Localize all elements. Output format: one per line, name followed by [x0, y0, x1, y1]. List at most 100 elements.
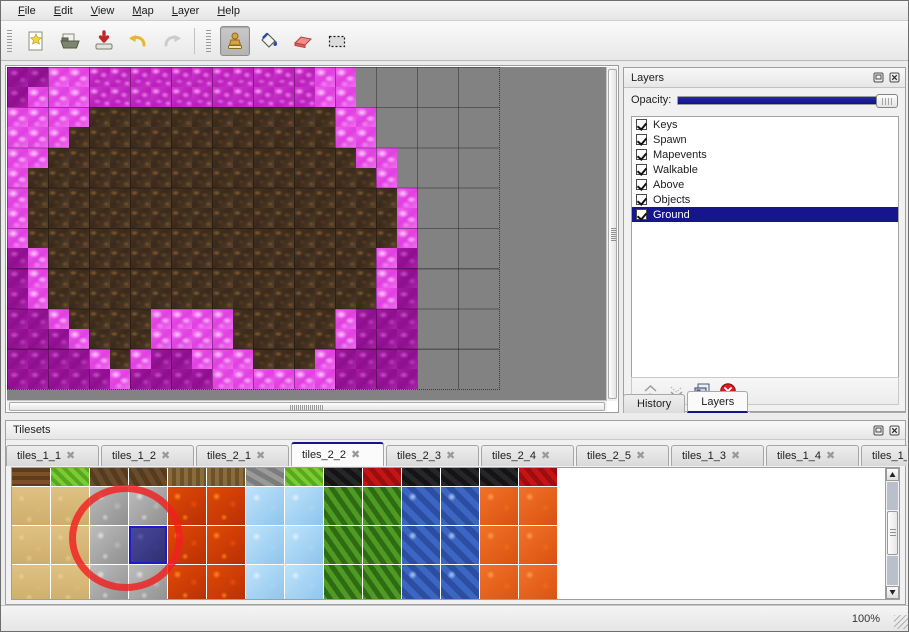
- map-tile[interactable]: [458, 107, 479, 127]
- map-tile[interactable]: [232, 288, 253, 309]
- map-tile-grid[interactable]: [7, 67, 500, 390]
- map-tile[interactable]: [48, 207, 69, 228]
- map-tile[interactable]: [273, 368, 294, 389]
- map-tile[interactable]: [48, 87, 69, 108]
- map-tile[interactable]: [355, 368, 376, 389]
- map-tile[interactable]: [396, 207, 417, 228]
- map-tile[interactable]: [68, 207, 89, 228]
- map-tile[interactable]: [314, 87, 335, 108]
- tileset-tab-close-icon[interactable]: ✖: [541, 449, 551, 462]
- layer-visibility-checkbox[interactable]: [636, 149, 647, 160]
- toolbar-grip-1[interactable]: [5, 27, 14, 54]
- map-tile[interactable]: [130, 167, 151, 188]
- map-tile[interactable]: [171, 248, 192, 269]
- map-tile[interactable]: [335, 248, 356, 269]
- map-tile[interactable]: [150, 248, 171, 269]
- map-tile[interactable]: [335, 207, 356, 228]
- map-tile[interactable]: [355, 187, 376, 208]
- layer-visibility-checkbox[interactable]: [636, 179, 647, 190]
- tileset-tab-tiles_2_2[interactable]: tiles_2_2 ✖: [291, 442, 384, 466]
- map-tile[interactable]: [356, 87, 377, 107]
- map-tile[interactable]: [27, 187, 48, 208]
- tileset-tile[interactable]: [207, 468, 245, 486]
- map-tile[interactable]: [171, 308, 192, 329]
- map-tile[interactable]: [232, 67, 253, 88]
- tileset-tile[interactable]: [363, 487, 401, 525]
- layer-row[interactable]: Mapevents: [632, 147, 898, 162]
- tileset-tab-close-icon[interactable]: ✖: [256, 449, 266, 462]
- tileset-tile[interactable]: [207, 487, 245, 525]
- map-tile[interactable]: [89, 207, 110, 228]
- map-tile[interactable]: [294, 308, 315, 329]
- tileset-tab-tiles_1_2[interactable]: tiles_1_2 ✖: [101, 445, 194, 466]
- map-tile[interactable]: [171, 268, 192, 289]
- map-tile[interactable]: [273, 348, 294, 369]
- tileset-tile[interactable]: [519, 468, 557, 486]
- tileset-tile[interactable]: [402, 468, 440, 486]
- map-tile[interactable]: [458, 228, 479, 248]
- tileset-tile[interactable]: [441, 565, 479, 599]
- map-tile[interactable]: [27, 248, 48, 269]
- map-tile[interactable]: [150, 107, 171, 128]
- tilesets-close-icon[interactable]: [888, 424, 901, 437]
- map-tile[interactable]: [273, 308, 294, 329]
- map-tile[interactable]: [7, 368, 28, 389]
- map-tile[interactable]: [397, 127, 418, 147]
- map-tile[interactable]: [109, 167, 130, 188]
- map-tile[interactable]: [335, 67, 356, 88]
- menu-item-file[interactable]: File: [18, 4, 36, 17]
- map-tile[interactable]: [232, 87, 253, 108]
- map-tile[interactable]: [7, 348, 28, 369]
- map-tile[interactable]: [273, 87, 294, 108]
- map-tile[interactable]: [150, 167, 171, 188]
- map-tile[interactable]: [438, 288, 459, 308]
- tileset-tile[interactable]: [402, 526, 440, 564]
- map-tile[interactable]: [417, 309, 438, 329]
- map-tile[interactable]: [253, 67, 274, 88]
- stamp-tool-button[interactable]: [220, 25, 250, 56]
- map-tile[interactable]: [150, 187, 171, 208]
- map-tile[interactable]: [89, 187, 110, 208]
- map-tile[interactable]: [68, 147, 89, 168]
- map-tile[interactable]: [417, 127, 438, 147]
- map-tile[interactable]: [356, 67, 377, 87]
- map-tile[interactable]: [68, 348, 89, 369]
- map-tile[interactable]: [355, 328, 376, 349]
- opacity-slider-handle[interactable]: [876, 93, 898, 108]
- map-tile[interactable]: [294, 87, 315, 108]
- map-tile[interactable]: [27, 107, 48, 128]
- map-tile[interactable]: [212, 87, 233, 108]
- map-tile[interactable]: [212, 67, 233, 88]
- map-tile[interactable]: [109, 207, 130, 228]
- map-tile[interactable]: [294, 328, 315, 349]
- map-tile[interactable]: [253, 348, 274, 369]
- map-tile[interactable]: [314, 348, 335, 369]
- map-tile[interactable]: [212, 228, 233, 249]
- layer-row[interactable]: Objects: [632, 192, 898, 207]
- map-tile[interactable]: [438, 268, 459, 288]
- map-horizontal-scrollbar[interactable]: [7, 400, 607, 411]
- layer-row[interactable]: Spawn: [632, 132, 898, 147]
- map-tile[interactable]: [479, 329, 500, 349]
- map-tile[interactable]: [89, 288, 110, 309]
- tileset-scroll-groove-top[interactable]: [887, 482, 898, 510]
- map-tile[interactable]: [27, 348, 48, 369]
- map-tile[interactable]: [458, 268, 479, 288]
- map-tile[interactable]: [27, 207, 48, 228]
- map-tile[interactable]: [253, 288, 274, 309]
- map-tile[interactable]: [48, 187, 69, 208]
- menu-item-edit[interactable]: Edit: [53, 4, 73, 17]
- map-tile[interactable]: [89, 368, 110, 389]
- menu-item-layer[interactable]: Layer: [171, 4, 200, 17]
- map-tile[interactable]: [417, 369, 438, 389]
- map-tile[interactable]: [68, 107, 89, 128]
- dock-tab-layers[interactable]: Layers: [687, 391, 749, 413]
- map-tile[interactable]: [232, 348, 253, 369]
- map-tile[interactable]: [191, 368, 212, 389]
- layer-row[interactable]: Walkable: [632, 162, 898, 177]
- map-tile[interactable]: [150, 268, 171, 289]
- map-tile[interactable]: [273, 127, 294, 148]
- tileset-tab-tiles_1_1[interactable]: tiles_1_1 ✖: [6, 445, 99, 466]
- tileset-scroll-up-button[interactable]: [886, 468, 899, 481]
- map-tile[interactable]: [397, 87, 418, 107]
